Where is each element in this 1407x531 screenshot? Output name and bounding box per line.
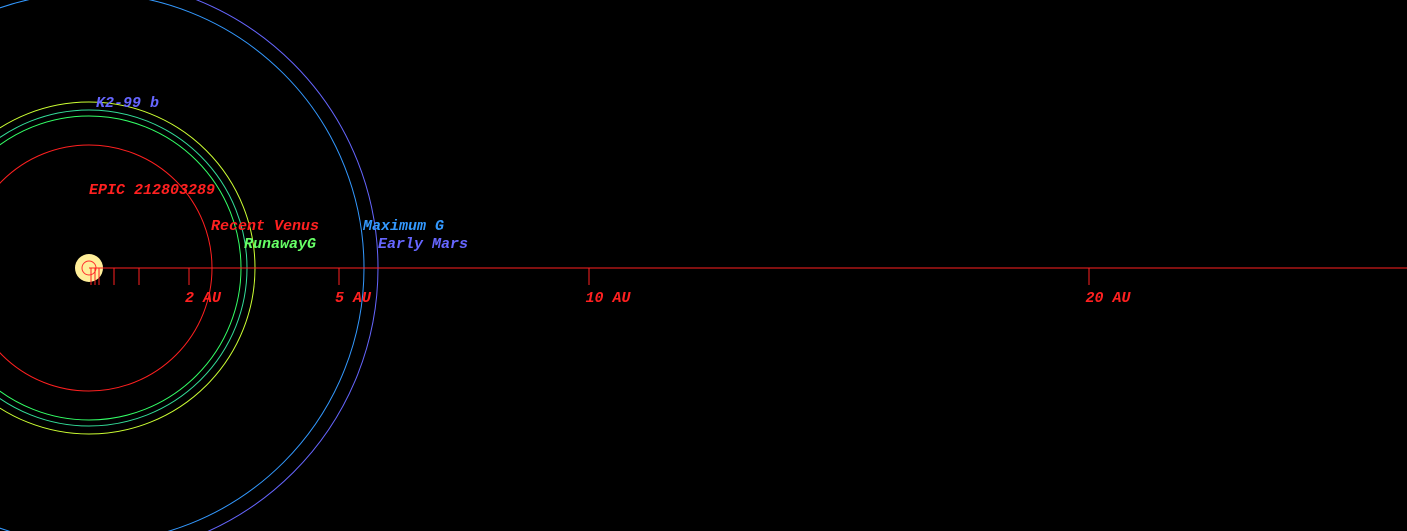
star-label: EPIC 212803289 bbox=[89, 182, 215, 199]
zone-label: Recent Venus bbox=[211, 218, 319, 235]
scale-label: 20 AU bbox=[1085, 290, 1131, 307]
scale-label: 10 AU bbox=[585, 290, 631, 307]
planet-label: K2-99 b bbox=[96, 95, 159, 112]
zone-label: RunawayG bbox=[244, 236, 316, 253]
scale-ticks bbox=[90, 268, 1090, 285]
zone-label: Maximum G bbox=[362, 218, 444, 235]
scale-label: 5 AU bbox=[335, 290, 372, 307]
scale-label: 2 AU bbox=[185, 290, 222, 307]
zone-label: Early Mars bbox=[378, 236, 468, 253]
